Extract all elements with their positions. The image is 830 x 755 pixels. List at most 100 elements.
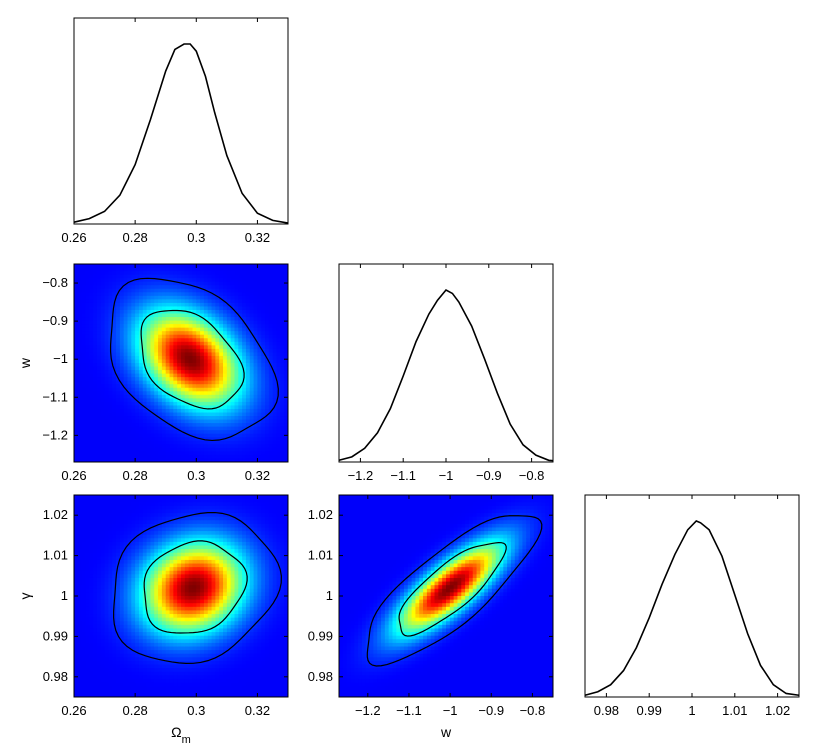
density-cell — [74, 327, 79, 332]
density-cell — [284, 313, 288, 318]
density-cell — [158, 387, 163, 392]
density-cell — [112, 387, 117, 392]
density-cell — [85, 433, 90, 438]
density-cell — [280, 285, 285, 290]
density-cell — [96, 363, 102, 368]
density-cell — [169, 412, 174, 417]
density-cell — [74, 451, 79, 456]
density-cell — [184, 614, 190, 619]
density-cell — [245, 440, 251, 445]
density-cell — [96, 534, 102, 539]
density-cell — [119, 391, 125, 396]
density-cell — [177, 621, 182, 626]
density-cell — [74, 682, 79, 687]
density-cell — [123, 437, 129, 442]
density-cell — [215, 373, 220, 378]
density-cell — [165, 359, 171, 364]
density-cell — [173, 355, 178, 361]
density-cell — [177, 505, 182, 511]
density-cell — [165, 334, 171, 339]
density-cell — [276, 334, 281, 339]
density-cell — [119, 387, 125, 392]
density-cell — [131, 495, 136, 500]
density-cell — [81, 632, 87, 637]
density-cell — [280, 309, 285, 315]
density-cell — [219, 419, 224, 424]
density-cell — [284, 458, 288, 462]
density-cell — [104, 632, 109, 637]
density-cell — [161, 577, 167, 583]
density-cell — [261, 387, 266, 392]
density-cell — [89, 370, 94, 375]
density-cell — [219, 309, 224, 315]
density-cell — [242, 423, 247, 428]
density-cell — [116, 552, 121, 557]
density-cell — [226, 423, 232, 428]
density-cell — [257, 348, 262, 353]
density-cell — [192, 363, 197, 368]
density-cell — [253, 394, 259, 399]
density-cell — [138, 581, 144, 586]
density-cell — [265, 288, 270, 293]
density-cell — [116, 454, 121, 460]
density-cell — [89, 538, 94, 543]
density-cell — [223, 405, 228, 410]
density-cell — [116, 516, 121, 521]
density-cell — [112, 320, 117, 325]
density-cell — [230, 271, 236, 276]
density-cell — [93, 426, 98, 431]
density-cell — [104, 603, 109, 608]
density-cell — [100, 585, 106, 590]
density-cell — [146, 671, 152, 676]
density-cell — [96, 617, 102, 622]
density-cell — [93, 509, 98, 514]
density-cell — [230, 292, 236, 297]
density-cell — [223, 366, 228, 371]
density-cell — [280, 338, 285, 343]
x-tick-label: 0.26 — [61, 230, 86, 245]
density-cell — [158, 552, 163, 557]
density-cell — [211, 334, 216, 339]
density-cell — [272, 271, 278, 276]
density-cell — [276, 370, 281, 375]
density-cell — [123, 567, 129, 572]
density-cell — [249, 444, 255, 449]
density-cell — [257, 338, 262, 343]
density-cell — [238, 398, 243, 403]
density-cell — [96, 348, 102, 353]
density-cell — [74, 520, 79, 525]
density-cell — [188, 653, 194, 658]
density-cell — [85, 570, 90, 575]
density-cell — [142, 292, 148, 297]
density-cell — [135, 302, 140, 308]
density-cell — [249, 285, 255, 290]
density-cell — [74, 545, 79, 550]
density-cell — [150, 531, 155, 536]
density-cell — [104, 345, 109, 350]
density-cell — [127, 363, 132, 368]
density-cell — [188, 632, 194, 637]
density-cell — [161, 534, 167, 539]
density-cell — [131, 588, 136, 593]
density-cell — [123, 320, 129, 325]
density-cell — [196, 292, 201, 297]
density-cell — [257, 341, 262, 346]
density-cell — [192, 313, 197, 318]
density-cell — [93, 693, 98, 697]
density-cell — [100, 426, 106, 431]
density-cell — [188, 671, 194, 676]
density-cell — [104, 309, 109, 315]
density-cell — [249, 373, 255, 378]
density-cell — [272, 313, 278, 318]
density-cell — [135, 264, 140, 269]
density-cell — [104, 570, 109, 575]
density-cell — [142, 545, 148, 550]
density-cell — [173, 642, 178, 648]
density-cell — [173, 628, 178, 633]
density-cell — [135, 391, 140, 396]
density-cell — [127, 416, 132, 421]
density-cell — [127, 642, 132, 648]
density-cell — [230, 412, 236, 417]
density-cell — [200, 267, 205, 272]
density-cell — [89, 671, 94, 676]
